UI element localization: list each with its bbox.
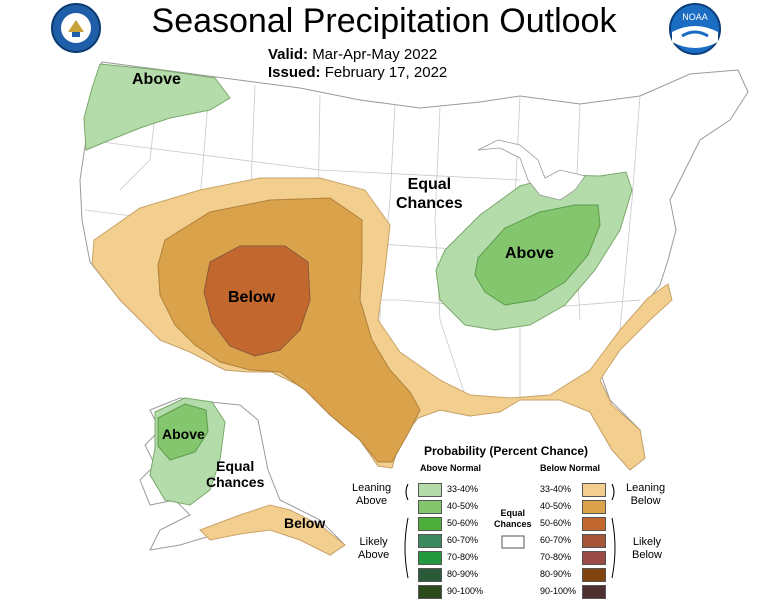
label-above-ohio-valley: Above	[505, 245, 554, 262]
legend-range-above-2: 50-60%	[447, 518, 479, 528]
legend-range-above-0: 33-40%	[447, 484, 479, 494]
label-equal-chances-alaska: Equal Chances	[206, 458, 265, 490]
page-title: Seasonal Precipitation Outlook	[151, 2, 617, 40]
legend-range-below-0: 33-40%	[540, 484, 572, 494]
legend-swatch-above-3	[418, 534, 442, 548]
below-alaska-area	[199, 504, 346, 556]
valid-label: Valid:	[268, 46, 309, 63]
legend-range-above-4: 70-80%	[447, 552, 479, 562]
legend-likely-above: Likely Above	[358, 536, 390, 561]
below-50-60-area	[203, 245, 311, 357]
legend-swatch-below-1	[582, 500, 606, 514]
issued-value: February 17, 2022	[324, 64, 448, 81]
legend-range-below-3: 60-70%	[540, 535, 572, 545]
legend-range-above-1: 40-50%	[447, 501, 479, 511]
legend-above-header: Above Normal	[420, 463, 482, 473]
legend-swatch-below-5	[582, 568, 606, 582]
department-of-commerce-seal-icon	[51, 3, 101, 53]
legend-swatch-below-6	[582, 585, 606, 599]
legend-swatch-above-4	[418, 551, 442, 565]
great-lakes	[477, 139, 586, 201]
legend-swatch-below-0	[582, 483, 606, 497]
legend-range-below-4: 70-80%	[540, 552, 572, 562]
legend-range-below-1: 40-50%	[540, 501, 572, 511]
noaa-logo-text: NOAA	[682, 12, 708, 22]
above-pacific-nw-area	[83, 63, 231, 151]
above-alaska-40-50-area	[157, 403, 209, 461]
legend-range-above-5: 80-90%	[447, 569, 479, 579]
legend-range-above-3: 60-70%	[447, 535, 479, 545]
label-below-southwest: Below	[228, 289, 276, 306]
above-40-50-area	[474, 204, 601, 306]
legend-swatch-below-4	[582, 551, 606, 565]
issued-date: Issued: February 17, 2022	[268, 64, 447, 81]
label-above-pacific-nw: Above	[132, 71, 181, 88]
legend-likely-below: Likely Below	[632, 536, 662, 561]
legend-range-below-5: 80-90%	[540, 569, 572, 579]
issued-label: Issued:	[268, 64, 321, 81]
legend-range-above-6: 90-100%	[447, 586, 484, 596]
legend-title: Probability (Percent Chance)	[424, 444, 589, 458]
legend-swatch-below-3	[582, 534, 606, 548]
legend-swatch-below-2	[582, 517, 606, 531]
legend-below-header: Below Normal	[540, 463, 601, 473]
legend-swatch-above-0	[418, 483, 442, 497]
legend-swatch-above-1	[418, 500, 442, 514]
legend-range-below-6: 90-100%	[540, 586, 577, 596]
legend-swatch-above-5	[418, 568, 442, 582]
legend-brackets	[404, 483, 616, 579]
valid-period: Valid: Mar-Apr-May 2022	[268, 46, 437, 63]
legend-swatch-above-6	[418, 585, 442, 599]
label-above-alaska: Above	[162, 426, 205, 442]
label-below-alaska: Below	[284, 515, 326, 531]
equal-chances-swatch	[501, 535, 525, 549]
legend-equal-chances: Equal Chances	[494, 508, 532, 529]
legend-range-below-2: 50-60%	[540, 518, 572, 528]
noaa-logo-icon: NOAA	[669, 3, 721, 55]
legend-leaning-above: Leaning Above	[352, 482, 392, 507]
legend-swatch-above-2	[418, 517, 442, 531]
label-equal-chances-central: Equal Chances	[396, 176, 463, 212]
legend-leaning-below: Leaning Below	[626, 482, 666, 507]
valid-value: Mar-Apr-May 2022	[312, 46, 438, 63]
